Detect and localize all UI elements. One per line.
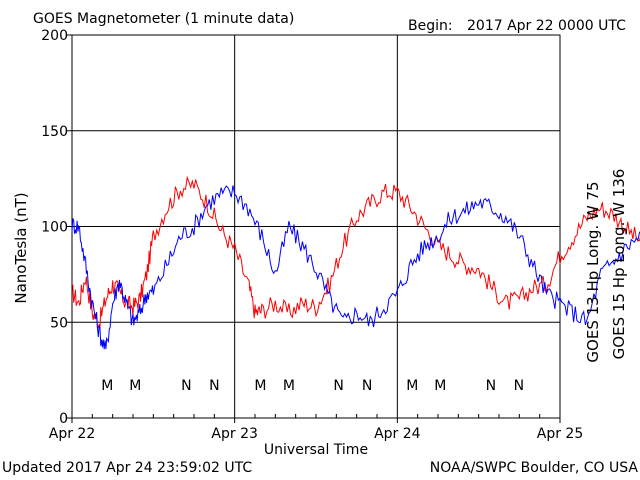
marker-M: M xyxy=(129,378,141,394)
marker-M: M xyxy=(434,378,446,394)
series-lines xyxy=(71,175,640,350)
y-tick-label: 200 xyxy=(41,28,68,44)
marker-N: N xyxy=(181,378,191,394)
y-tick-label: 50 xyxy=(50,315,68,331)
begin-value: 2017 Apr 22 0000 UTC xyxy=(467,18,626,34)
y-axis-label: NanoTesla (nT) xyxy=(12,192,30,303)
credit-text: NOAA/SWPC Boulder, CO USA xyxy=(430,460,639,476)
marker-M: M xyxy=(101,378,113,394)
marker-N: N xyxy=(209,378,219,394)
series-goes15-line xyxy=(71,185,640,350)
marker-N: N xyxy=(486,378,496,394)
marker-N: N xyxy=(362,378,372,394)
legend-goes13: GOES 13 Hp Long. W 75 xyxy=(584,181,602,362)
y-tick-labels: 0 50 100 150 200 xyxy=(41,28,72,427)
updated-timestamp: Updated 2017 Apr 24 23:59:02 UTC xyxy=(2,460,252,476)
y-tick-label: 100 xyxy=(41,220,68,236)
x-axis-label: Universal Time xyxy=(264,442,368,458)
begin-label: Begin: xyxy=(408,18,453,34)
x-tick-label: Apr 23 xyxy=(211,426,257,442)
marker-M: M xyxy=(254,378,266,394)
x-tick-labels: Apr 22 Apr 23 Apr 24 Apr 25 xyxy=(49,414,583,442)
marker-N: N xyxy=(514,378,524,394)
grid-lines xyxy=(72,35,560,418)
marker-M: M xyxy=(406,378,418,394)
y-tick-label: 150 xyxy=(41,124,68,140)
chart-title: GOES Magnetometer (1 minute data) xyxy=(33,11,294,27)
series-goes13-line xyxy=(71,175,640,329)
legend-goes15: GOES 15 Hp Long. W 136 xyxy=(610,169,628,360)
x-tick-label: Apr 25 xyxy=(537,426,583,442)
marker-N: N xyxy=(333,378,343,394)
marker-M: M xyxy=(283,378,295,394)
x-tick-label: Apr 24 xyxy=(374,426,421,442)
y-tick-label: 0 xyxy=(59,411,68,427)
x-tick-label: Apr 22 xyxy=(49,426,95,442)
